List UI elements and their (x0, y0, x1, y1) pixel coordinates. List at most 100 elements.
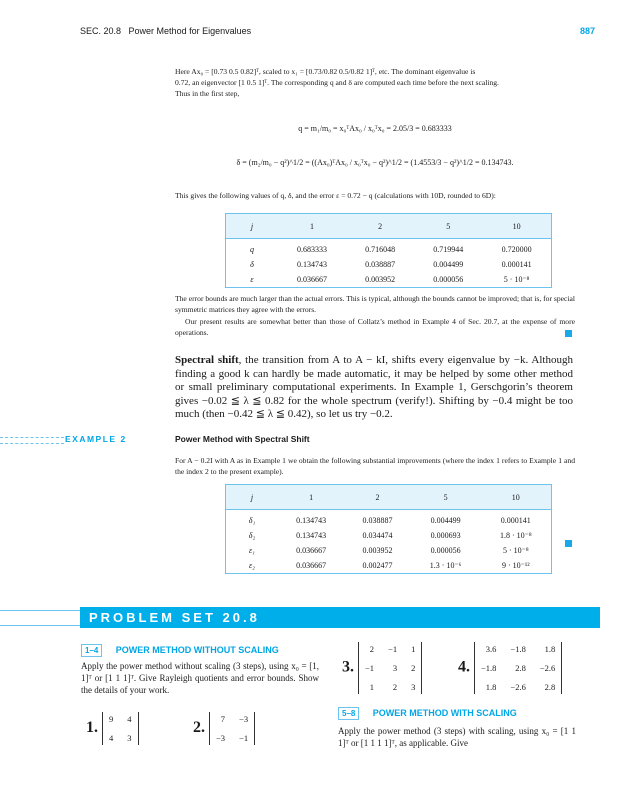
matrix-entry: −3 (239, 714, 249, 724)
matrix-entry: −2.6 (510, 682, 526, 692)
matrix-entry: 1.8 (544, 644, 556, 654)
column-header: 1 (278, 484, 345, 510)
column-header: 5 (414, 213, 483, 239)
table-cell: δ₂ (248, 531, 256, 540)
example-label: EXAMPLE 2 (65, 434, 127, 444)
table-cell: ε₁ (249, 546, 255, 555)
intro-line: Here Ax₀ = [0.73 0.5 0.82]ᵀ, scaled to x… (175, 67, 476, 76)
table-row: δ₂ 0.134743 0.034474 0.000693 1.8 · 10⁻⁸ (226, 528, 552, 543)
table-cell: 0.000056 (433, 275, 464, 284)
table-cell: 0.134743 (296, 516, 327, 525)
table-cell: 0.719944 (433, 245, 464, 254)
table-cell: 0.038887 (362, 516, 393, 525)
table-cell: 0.036667 (296, 546, 327, 555)
table-cell: 0.004499 (430, 516, 461, 525)
group2-heading: 5–8 POWER METHOD WITH SCALING (338, 703, 517, 721)
term: Spectral shift (175, 354, 239, 366)
table-row: δ 0.134743 0.038887 0.004499 0.000141 (226, 257, 552, 272)
running-header: SEC. 20.8 Power Method for Eigenvalues (80, 26, 251, 36)
example-text: For A − 0.2I with A as in Example 1 we o… (175, 456, 575, 476)
table-cell: ε (250, 275, 254, 284)
matrix-entry: 2 (411, 663, 416, 673)
matrix-entry: 2 (392, 682, 398, 692)
table-cell: 0.000693 (430, 531, 461, 540)
table-cell: 0.000141 (500, 516, 531, 525)
matrix-entry: 3 (127, 733, 132, 743)
problem-2: 2. 7 −3 −3 −1 (193, 712, 256, 745)
matrix-entry: −3 (216, 733, 226, 743)
table-cell: δ (250, 260, 254, 269)
group1-instructions: Apply the power method without scaling (… (81, 661, 319, 695)
end-of-example-icon (565, 540, 572, 547)
problem-number: 1. (86, 719, 98, 737)
matrix-entry: 2.8 (544, 682, 556, 692)
column-header: 2 (344, 484, 411, 510)
results-table: j 1 2 5 10 q 0.683333 0.716048 0.719944 0.720000 δ… (225, 213, 552, 288)
column-header: 2 (346, 213, 415, 239)
table-row: ε₁ 0.036667 0.003952 0.000056 5 · 10⁻⁸ (226, 543, 552, 558)
table-cell: 0.134743 (297, 260, 328, 269)
problem-number: 4. (458, 658, 470, 676)
table-cell: 0.036667 (296, 561, 327, 570)
matrix-entry: −1.8 (510, 644, 526, 654)
matrix-entry: −1 (388, 644, 398, 654)
column-header: 10 (480, 484, 552, 510)
problem-set-banner: PROBLEM SET 20.8 (80, 607, 600, 628)
table-header-row: j 1 2 5 10 (225, 484, 552, 510)
problem-3: 3. 2 −1 1 −1 3 2 1 2 3 (342, 642, 423, 694)
table-cell: 0.038887 (365, 260, 396, 269)
intro-line: Thus in the first step, (175, 89, 240, 98)
equation-delta: δ = (m₂/m₀ − q²)^1/2 = ((Ax₀)ᵀAx₀ / x₀ᵀx… (236, 158, 514, 167)
problem-number: 2. (193, 719, 205, 737)
comparison-paragraph: Our present results are somewhat better … (175, 317, 575, 337)
table-cell: 0.003952 (362, 546, 393, 555)
problem-range: 1–4 (81, 644, 103, 657)
group-title: POWER METHOD WITH SCALING (372, 708, 517, 718)
end-of-example-icon (565, 330, 572, 337)
table-cell: 5 · 10⁻⁸ (502, 546, 529, 555)
group1-heading: 1–4 POWER METHOD WITHOUT SCALING (81, 640, 279, 658)
matrix-entry: 2 (369, 644, 375, 654)
table-cell: ε₂ (249, 561, 255, 570)
matrix: 9 4 4 3 (102, 712, 139, 745)
spectral-shift-text: , the transition from A to A − kI, shift… (175, 354, 573, 421)
matrix-entry: −1 (365, 663, 375, 673)
matrix-entry: 9 (109, 714, 114, 724)
column-header: 1 (278, 213, 347, 239)
example-title: Power Method with Spectral Shift (175, 434, 310, 444)
problem-4: 4. 3.6 −1.8 1.8 −1.8 2.8 −2.6 1.8 −2.6 2.8 (458, 642, 563, 694)
table-cell: 0.003952 (365, 275, 396, 284)
matrix: 2 −1 1 −1 3 2 1 2 3 (358, 642, 423, 694)
matrix-entry: 3.6 (485, 644, 497, 654)
matrix: 3.6 −1.8 1.8 −1.8 2.8 −2.6 1.8 −2.6 2.8 (474, 642, 563, 694)
group2-instructions: Apply the power method (3 steps) with sc… (338, 726, 576, 748)
matrix-entry: −2.6 (539, 663, 556, 673)
column-header: j (225, 484, 278, 510)
table-header-row: j 1 2 5 10 (225, 213, 552, 239)
matrix-entry: 7 (220, 714, 226, 724)
problem-number: 3. (342, 658, 354, 676)
intro-text: Here Ax₀ = [0.73 0.5 0.82]ᵀ, scaled to x… (175, 66, 575, 99)
example-rule (0, 437, 64, 444)
table-cell: 0.000056 (430, 546, 461, 555)
table-cell: q (250, 245, 254, 254)
matrix-entry: −1.8 (481, 663, 497, 673)
table-cell: 0.034474 (362, 531, 393, 540)
column-header: 10 (482, 213, 552, 239)
table-cell: 0.002477 (362, 561, 393, 570)
matrix-entry: 1.8 (485, 682, 497, 692)
table-intro: This gives the following values of q, δ,… (175, 191, 496, 200)
intro-line: 0.72, an eigenvector [1 0.5 1]ᵀ. The cor… (175, 78, 499, 87)
matrix-entry: 1 (369, 682, 375, 692)
table-row: q 0.683333 0.716048 0.719944 0.720000 (226, 239, 552, 258)
matrix-entry: 1 (411, 644, 416, 654)
equation-q: q = m₁/m₀ = x₀ᵀAx₀ / x₀ᵀx₀ = 2.05/3 = 0.… (298, 124, 452, 133)
page-number: 887 (580, 26, 596, 36)
table-cell: 0.004499 (433, 260, 464, 269)
matrix-entry: −1 (239, 733, 249, 743)
table-row: ε 0.036667 0.003952 0.000056 5 · 10⁻⁸ (226, 272, 552, 288)
error-bounds-paragraph: The error bounds are much larger than th… (175, 294, 575, 314)
shift-results-table: j 1 2 5 10 δ₁ 0.134743 0.038887 0.004499 0.000141… (225, 484, 552, 574)
group-title: POWER METHOD WITHOUT SCALING (115, 645, 279, 655)
